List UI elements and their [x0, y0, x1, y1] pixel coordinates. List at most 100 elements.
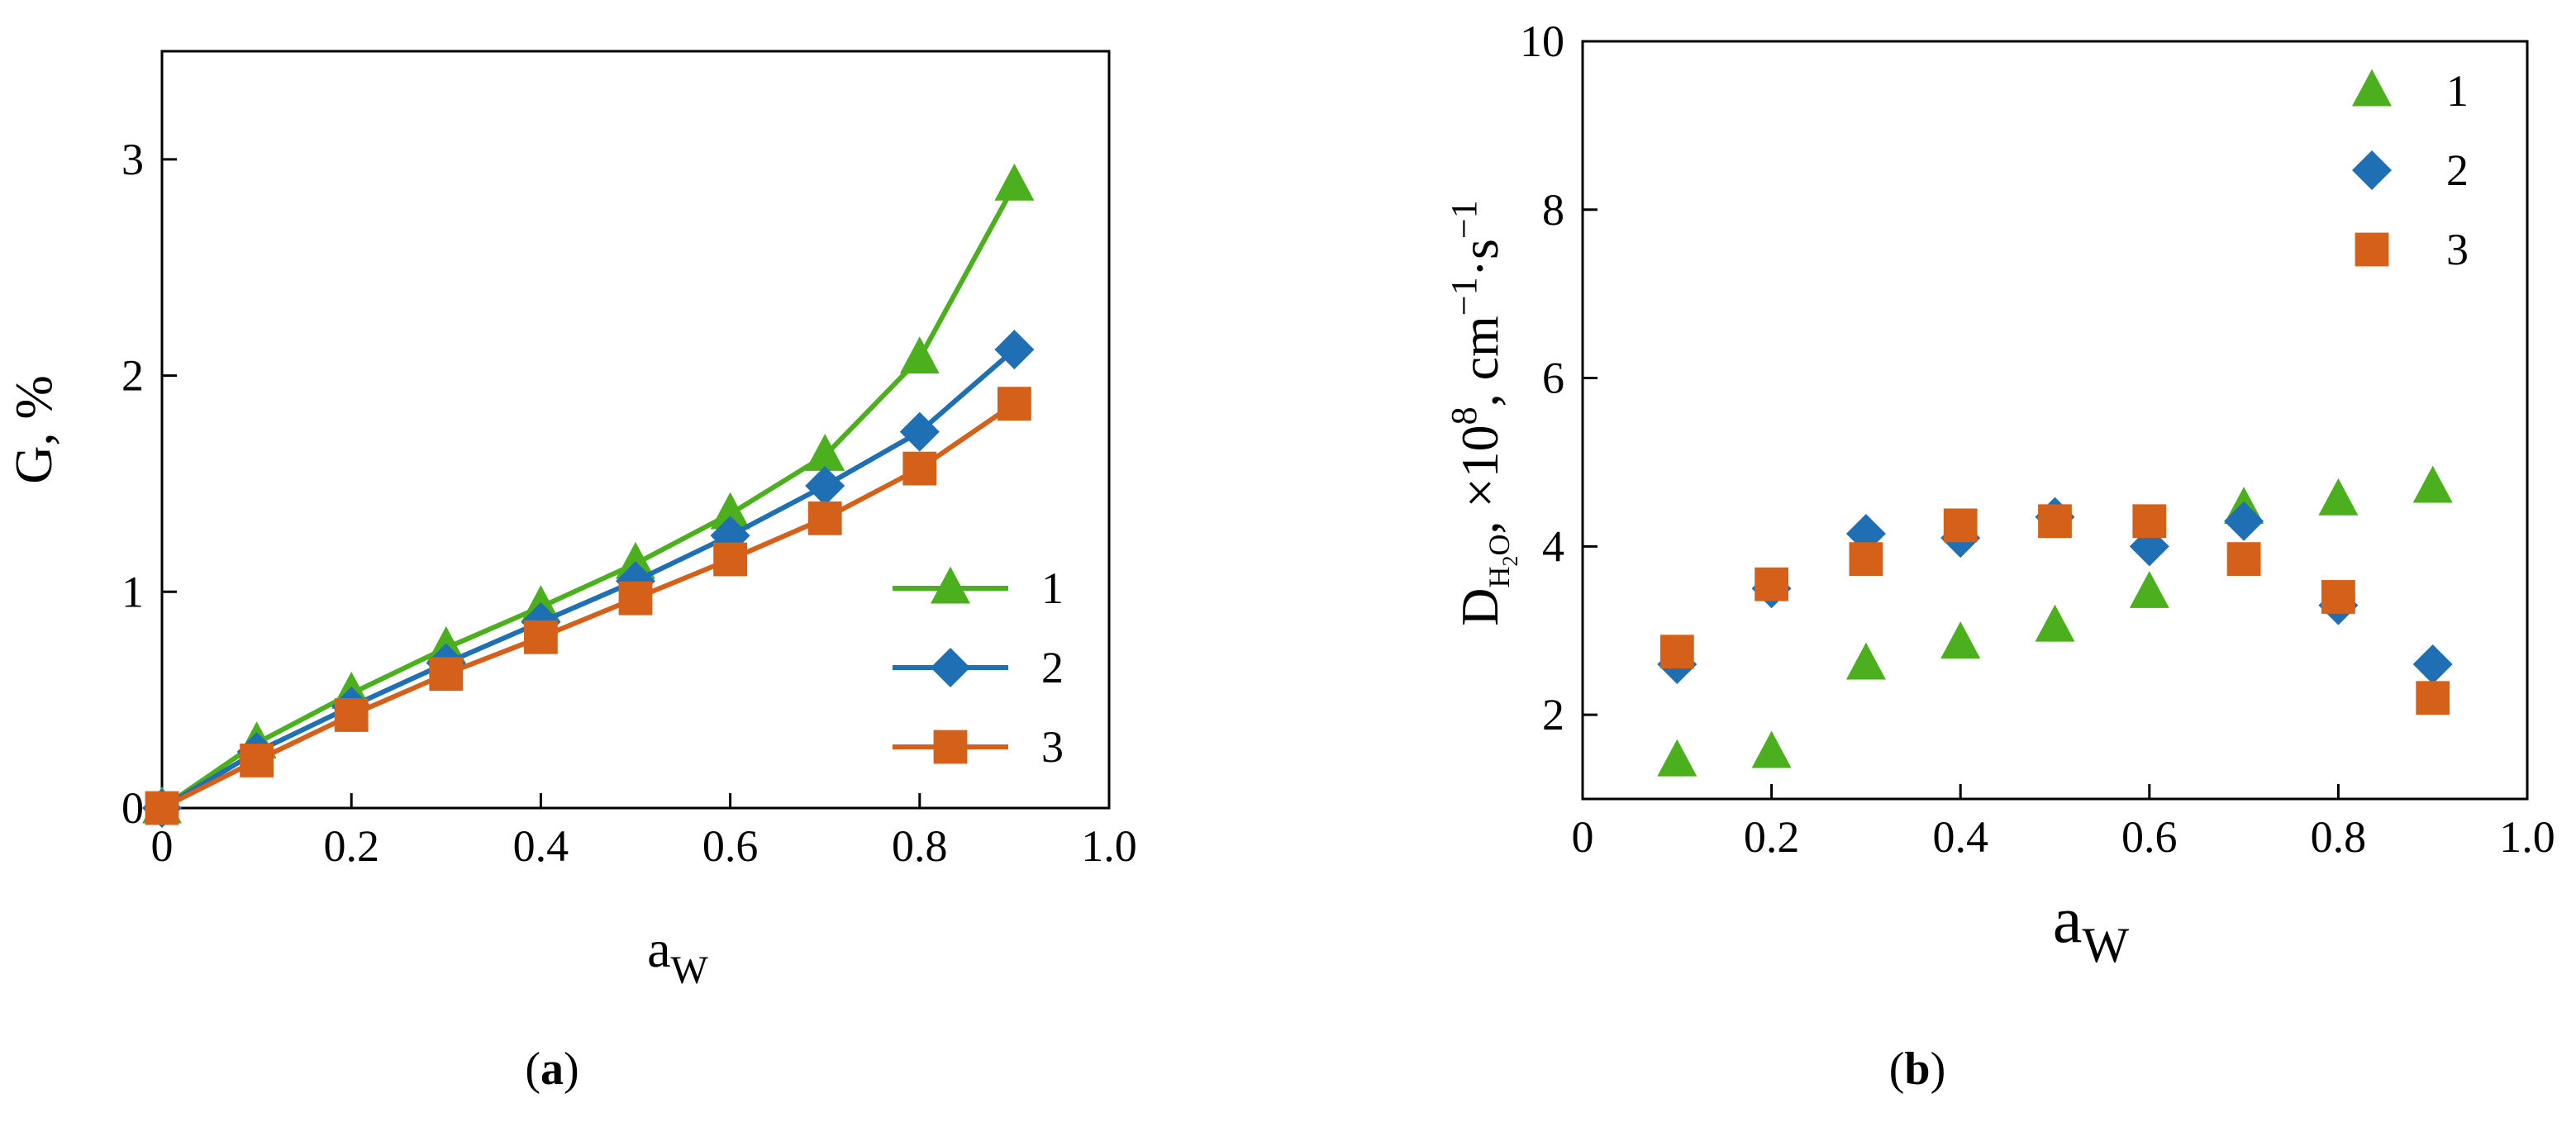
point-a-2-7 — [805, 466, 845, 506]
point-b-3-7 — [2321, 580, 2355, 614]
series-b-3 — [1659, 504, 2450, 716]
point-b-1-1 — [1751, 730, 1792, 768]
y-tick-label-b-0: 2 — [1542, 690, 1564, 739]
y-axis-label-b-rest: , ×10 — [1450, 425, 1509, 534]
legend-marker-b-2 — [2352, 150, 2392, 190]
point-b-1-4 — [2035, 604, 2075, 642]
legend-item-b-3: 3 — [2355, 225, 2469, 274]
x-tick-label-a-3: 0.6 — [702, 821, 759, 871]
y-tick-label-b-4: 10 — [1520, 17, 1564, 66]
panel-label-a: (a) — [525, 1044, 579, 1095]
panel-label-b: (b) — [1889, 1044, 1945, 1095]
point-b-2-8 — [2412, 644, 2453, 684]
legend-label-b-2: 2 — [2446, 145, 2469, 195]
series-line-a-3 — [160, 402, 1017, 811]
x-tick-label-a-2: 0.4 — [513, 821, 569, 871]
point-b-1-3 — [1940, 621, 1981, 658]
point-b-1-5 — [2129, 570, 2169, 608]
point-b-1-8 — [2412, 465, 2453, 503]
panel-a: 0 0.2 0.4 0.6 0.8 1.0 0 1 2 3 1 2 3 G, % aW (a) — [4, 50, 1137, 1095]
legend-marker-b-1 — [2352, 69, 2392, 107]
point-b-3-5 — [2132, 504, 2167, 539]
y-tick-label-a-3: 3 — [121, 135, 144, 184]
point-a-3-9 — [998, 387, 1031, 421]
legend-marker-a-3 — [933, 730, 968, 764]
point-a-3-5 — [618, 581, 653, 616]
panel-label-b-letter: b — [1904, 1044, 1930, 1095]
point-a-3-1 — [240, 744, 274, 777]
point-a-1-5 — [616, 541, 655, 579]
legend-item-b-1: 1 — [2352, 66, 2469, 116]
series-line-a-2 — [160, 347, 1017, 811]
series-line-a-1 — [160, 183, 1017, 811]
series-a — [142, 163, 1035, 828]
point-a-1-7 — [805, 434, 845, 471]
point-a-3-8 — [902, 451, 937, 486]
point-a-1-6 — [710, 492, 750, 530]
legend-label-a-1: 1 — [1041, 563, 1064, 613]
point-a-3-2 — [334, 698, 369, 732]
y-tick-label-a-1: 1 — [121, 567, 144, 616]
x-tick-label-a-4: 0.8 — [892, 821, 948, 871]
y-tick-label-a-0: 0 — [121, 783, 144, 833]
legend-label-a-3: 3 — [1041, 722, 1064, 772]
y-axis-label-b-main: D — [1450, 587, 1509, 625]
ticks-a: 0 0.2 0.4 0.6 0.8 1.0 0 1 2 3 — [121, 135, 1137, 871]
y-axis-label-b-sup1: 8 — [1444, 406, 1484, 425]
x-axis-label-b: aW — [2053, 884, 2130, 972]
point-b-3-0 — [1659, 635, 1694, 669]
y-axis-label-b: DH2O, ×108, cm−1·s−1 — [1444, 200, 1522, 625]
y-tick-label-b-2: 6 — [1542, 354, 1564, 403]
legend-label-a-2: 2 — [1041, 643, 1064, 692]
point-a-2-9 — [994, 330, 1035, 370]
x-axis-label-b-sub: W — [2082, 918, 2129, 972]
ticks-b: 0 0.2 0.4 0.6 0.8 1.0 2 4 6 8 10 — [1520, 17, 2555, 862]
legend-item-a-3: 3 — [893, 722, 1064, 772]
y-axis-label-b-sup2: −1 — [1444, 277, 1484, 316]
legend-b: 1 2 3 — [2352, 66, 2469, 274]
point-a-1-8 — [899, 336, 940, 374]
y-axis-label-a: G, % — [4, 375, 63, 484]
point-b-3-4 — [2038, 504, 2072, 539]
point-b-1-0 — [1657, 739, 1697, 777]
series-b — [1657, 465, 2453, 777]
legend-item-a-2: 2 — [893, 643, 1064, 692]
x-tick-label-b-4: 0.8 — [2311, 812, 2367, 862]
series-a-3 — [145, 387, 1031, 825]
x-tick-label-a-1: 0.2 — [323, 821, 379, 871]
x-axis-label-a-main: a — [647, 920, 670, 978]
point-b-3-6 — [2226, 542, 2261, 577]
point-a-3-7 — [807, 501, 842, 535]
panel-label-b-open: ( — [1889, 1044, 1905, 1095]
point-b-1-2 — [1845, 642, 1886, 680]
panel-label-b-close: ) — [1931, 1044, 1946, 1095]
series-a-1 — [142, 163, 1035, 824]
legend-item-a-1: 1 — [893, 563, 1064, 613]
x-tick-label-a-0: 0 — [151, 821, 174, 871]
point-b-3-8 — [2416, 681, 2450, 716]
point-b-2-6 — [2224, 501, 2264, 541]
legend-marker-b-3 — [2355, 232, 2389, 267]
point-b-1-7 — [2318, 478, 2359, 516]
y-tick-label-a-2: 2 — [121, 351, 144, 401]
point-b-3-3 — [1943, 508, 1978, 543]
y-tick-label-b-1: 4 — [1542, 521, 1564, 571]
point-a-3-3 — [429, 657, 464, 692]
y-axis-label-b-sup3: −1 — [1444, 200, 1484, 239]
y-axis-label-b-sub2: 2 — [1498, 555, 1522, 566]
point-a-3-0 — [145, 791, 179, 825]
y-tick-label-b-3: 8 — [1542, 185, 1564, 235]
legend-label-b-3: 3 — [2446, 225, 2469, 274]
x-tick-label-b-2: 0.4 — [1932, 812, 1988, 862]
point-a-3-4 — [524, 620, 558, 654]
legend-label-b-1: 1 — [2446, 66, 2469, 116]
x-tick-label-b-5: 1.0 — [2499, 812, 2555, 862]
legend-a: 1 2 3 — [893, 563, 1064, 772]
point-a-1-9 — [994, 163, 1035, 201]
x-tick-label-a-5: 1.0 — [1081, 821, 1137, 871]
x-tick-label-b-1: 0.2 — [1744, 812, 1800, 862]
x-axis-label-a: aW — [647, 920, 708, 992]
plot-frame-a — [160, 50, 1111, 810]
y-axis-label-b-sub3: O — [1483, 534, 1516, 555]
